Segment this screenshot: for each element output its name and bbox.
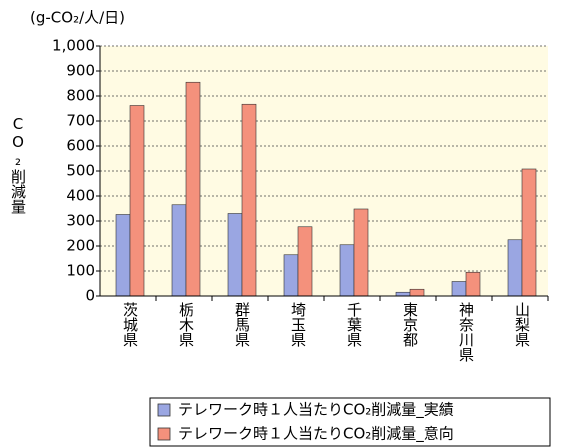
- bar: [339, 244, 355, 297]
- x-tick-label: 群馬県: [233, 302, 251, 347]
- x-tick-label: 栃木県: [177, 302, 195, 347]
- x-tick-label: 茨城県: [121, 302, 139, 347]
- legend-box: [149, 397, 551, 447]
- y-tick-label: 700: [66, 112, 95, 130]
- bar: [521, 168, 537, 297]
- y-tick-label: 800: [66, 87, 95, 105]
- y-tick-label: 400: [66, 187, 95, 205]
- y-tick-label: 200: [66, 237, 95, 255]
- bar: [451, 281, 467, 297]
- bar: [409, 288, 425, 297]
- legend-swatch: [157, 427, 171, 441]
- x-tick-label: 東京都: [401, 302, 419, 347]
- y-tick-label: 100: [66, 262, 95, 280]
- x-tick-label: 山梨県: [513, 302, 531, 347]
- y-axis-label: CO₂削減量: [9, 115, 27, 214]
- y-tick-label: 500: [66, 162, 95, 180]
- x-tick-label: 神奈川県: [457, 302, 475, 362]
- bar: [129, 105, 145, 297]
- bar: [185, 81, 201, 297]
- y-tick-label: 300: [66, 212, 95, 230]
- legend-label: テレワーク時１人当たりCO₂削減量_意向: [178, 425, 454, 444]
- bar: [507, 239, 523, 297]
- y-tick-label: 600: [66, 137, 95, 155]
- bar: [171, 204, 187, 297]
- bar: [395, 291, 411, 297]
- bar: [353, 208, 369, 297]
- y-tick-label: 900: [66, 62, 95, 80]
- bar: [227, 213, 243, 297]
- bar: [465, 271, 481, 297]
- bar: [283, 254, 299, 297]
- x-tick-label: 埼玉県: [289, 302, 307, 347]
- bar: [241, 103, 257, 297]
- y-tick-label: 1,000: [52, 37, 95, 55]
- legend-label: テレワーク時１人当たりCO₂削減量_実績: [178, 401, 454, 420]
- legend-swatch: [157, 403, 171, 417]
- bar: [115, 214, 131, 297]
- bar: [297, 226, 313, 297]
- x-tick-label: 千葉県: [345, 302, 363, 347]
- y-tick-label: 0: [85, 287, 95, 305]
- unit-label: (g-CO₂/人/日): [30, 9, 125, 27]
